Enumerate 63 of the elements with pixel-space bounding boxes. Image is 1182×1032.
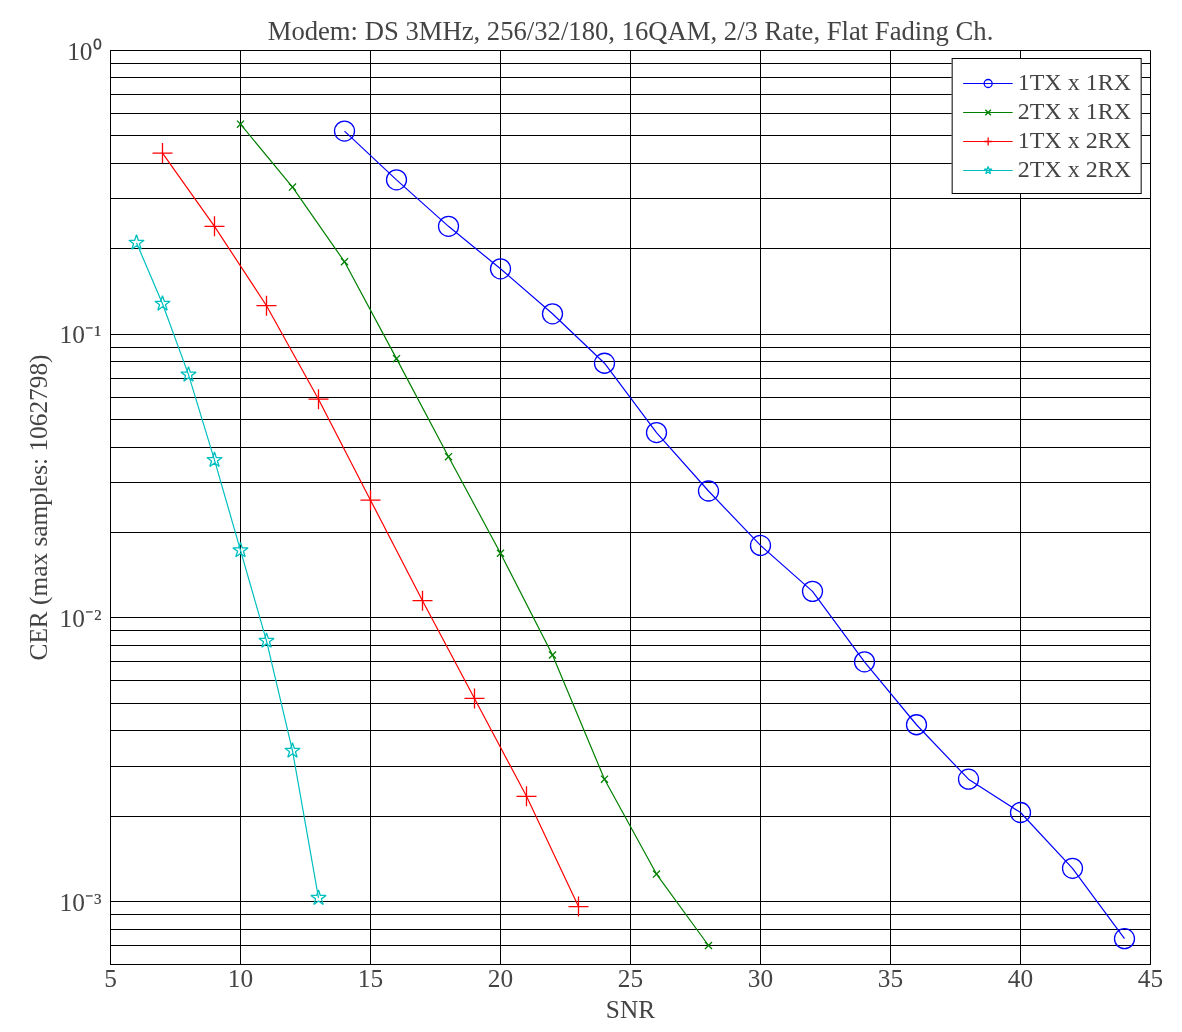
point <box>310 889 327 906</box>
point <box>1061 857 1084 879</box>
point <box>600 775 609 784</box>
chart-title: Modem: DS 3MHz, 256/32/180, 16QAM, 2/3 Rate, Flat Fading Ch. <box>267 15 994 46</box>
point <box>154 295 171 311</box>
point <box>567 895 590 918</box>
point <box>853 651 876 673</box>
point <box>340 257 349 266</box>
point <box>437 215 460 237</box>
point <box>697 480 720 502</box>
point <box>496 549 505 558</box>
y-tick-label: 10⁰ <box>67 36 102 65</box>
point <box>957 768 980 790</box>
legend-label: 2TX x 1RX <box>1017 98 1131 125</box>
point <box>444 452 453 461</box>
x-tick-label: 30 <box>747 963 774 992</box>
point <box>284 742 301 758</box>
point <box>180 366 197 382</box>
x-tick-label: 5 <box>104 963 117 992</box>
point <box>232 541 249 558</box>
x-tick-label: 35 <box>877 963 904 992</box>
point <box>548 650 557 660</box>
y-axis-title: CER (max samples: 1062798) <box>23 354 53 661</box>
point <box>593 352 616 374</box>
x-tick-label: 20 <box>487 963 514 992</box>
point <box>236 119 245 129</box>
point <box>411 590 434 612</box>
point <box>206 451 223 468</box>
y-tick-label: 10⁻² <box>59 603 102 632</box>
point <box>128 234 145 250</box>
point <box>905 714 928 736</box>
legend-label: 1TX x 1RX <box>1017 69 1131 96</box>
y-tick-label: 10⁻³ <box>59 887 102 916</box>
x-tick-label: 45 <box>1137 963 1164 992</box>
x-tick-label: 40 <box>1007 963 1034 992</box>
point <box>489 258 512 280</box>
y-tick-label: 10⁻¹ <box>59 320 102 349</box>
x-axis-title: SNR <box>605 994 656 1023</box>
point <box>385 169 408 191</box>
point <box>151 142 174 164</box>
point <box>1113 928 1136 950</box>
point <box>255 295 278 317</box>
point <box>288 182 297 192</box>
point <box>541 303 564 325</box>
x-tick-label: 10 <box>227 963 254 992</box>
point <box>463 687 486 710</box>
point <box>515 785 538 807</box>
point <box>1009 801 1032 824</box>
point <box>258 632 275 648</box>
x-tick-label: 15 <box>357 963 384 992</box>
legend-label: 1TX x 2RX <box>1017 127 1131 154</box>
point <box>749 534 772 557</box>
point <box>333 120 356 142</box>
point <box>203 215 226 237</box>
point <box>801 580 824 602</box>
point <box>392 354 401 363</box>
x-tick-label: 25 <box>617 963 644 992</box>
legend-label: 2TX x 2RX <box>1017 156 1131 183</box>
point <box>704 941 713 950</box>
point <box>307 388 330 410</box>
point <box>359 489 382 511</box>
point <box>645 421 668 444</box>
point <box>652 869 661 879</box>
